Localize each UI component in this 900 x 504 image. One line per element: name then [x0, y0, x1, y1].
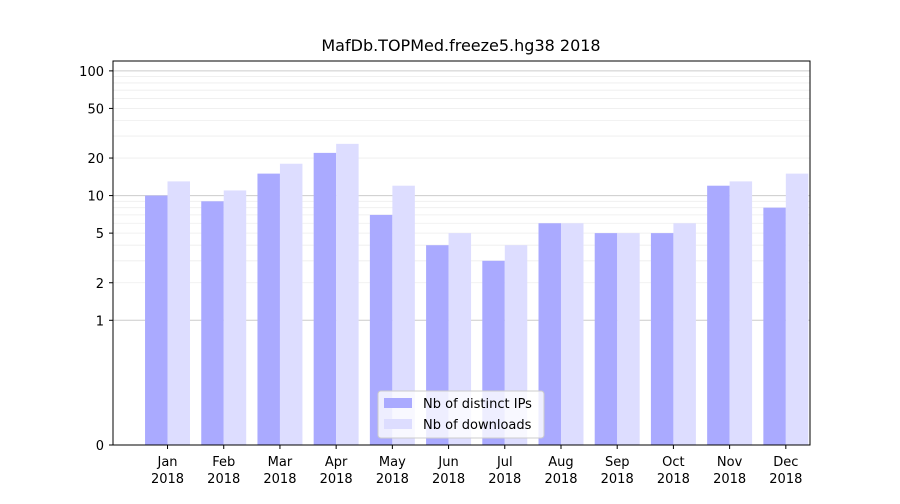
bar-distinct-ips-sep	[594, 233, 618, 445]
x-tick-label-year: 2018	[657, 472, 690, 487]
bar-distinct-ips-may	[369, 214, 393, 445]
x-tick-label-month: Oct	[662, 455, 684, 470]
x-tick-label-month: Dec	[773, 455, 798, 470]
bar-distinct-ips-feb	[201, 201, 224, 445]
bar-downloads-jan	[167, 181, 191, 445]
legend-label: Nb of distinct IPs	[423, 397, 532, 412]
x-tick-label-year: 2018	[769, 472, 802, 487]
legend: Nb of distinct IPs Nb of downloads	[377, 390, 545, 439]
x-tick-label-month: Apr	[325, 455, 348, 470]
x-tick-label-month: Jan	[156, 455, 177, 470]
bar-distinct-ips-jan	[145, 195, 168, 445]
y-tick-label: 10	[87, 190, 104, 205]
bar-downloads-may	[392, 185, 415, 445]
bar-downloads-mar	[279, 163, 303, 445]
x-tick-label-year: 2018	[601, 472, 634, 487]
bar-downloads-dec	[785, 173, 809, 445]
y-tick-label: 100	[79, 65, 104, 80]
y-tick-label: 2	[96, 277, 104, 292]
x-tick-label-month: Jul	[496, 455, 513, 470]
y-tick-label: 5	[96, 227, 104, 242]
legend-label: Nb of downloads	[423, 418, 532, 433]
bar-downloads-nov	[729, 181, 753, 445]
x-tick-label-year: 2018	[376, 472, 409, 487]
y-tick-label: 1	[96, 314, 104, 329]
x-tick-label-year: 2018	[151, 472, 184, 487]
x-tick-label-year: 2018	[263, 472, 296, 487]
bar-downloads-oct	[673, 223, 696, 445]
x-tick-label-month: Nov	[717, 455, 743, 470]
y-tick-label: 20	[87, 152, 104, 167]
x-tick-label-year: 2018	[713, 472, 746, 487]
bar-distinct-ips-mar	[257, 173, 280, 445]
x-tick-label-year: 2018	[207, 472, 240, 487]
x-tick-label-month: May	[379, 455, 406, 470]
x-tick-label-month: Feb	[212, 455, 235, 470]
legend-swatch	[384, 398, 412, 408]
x-tick-label-year: 2018	[320, 472, 353, 487]
bar-downloads-feb	[223, 190, 247, 445]
legend-box	[377, 390, 545, 439]
x-tick-label-month: Aug	[548, 455, 573, 470]
bar-distinct-ips-nov	[707, 185, 730, 445]
chart-title: MafDb.TOPMed.freeze5.hg38 2018	[321, 36, 600, 55]
x-tick-label-year: 2018	[488, 472, 521, 487]
bar-distinct-ips-dec	[763, 207, 786, 445]
y-tick-label: 0	[96, 439, 104, 454]
plot-frame	[112, 60, 811, 446]
x-tick-label-month: Mar	[268, 455, 293, 470]
x-tick-label-year: 2018	[432, 472, 465, 487]
bar-distinct-ips-apr	[313, 152, 337, 445]
legend-swatch	[384, 419, 412, 429]
bar-distinct-ips-oct	[650, 233, 674, 445]
bar-distinct-ips-aug	[538, 223, 561, 445]
x-tick-label-month: Jun	[437, 455, 458, 470]
y-tick-label: 50	[87, 102, 104, 117]
axes: Jan2018Feb2018Mar2018Apr2018May2018Jun20…	[79, 60, 811, 487]
x-tick-label-year: 2018	[544, 472, 577, 487]
bar-downloads-sep	[617, 233, 640, 445]
bar-downloads-aug	[560, 223, 584, 445]
bar-downloads-apr	[336, 143, 359, 446]
x-tick-label-month: Sep	[605, 455, 630, 470]
